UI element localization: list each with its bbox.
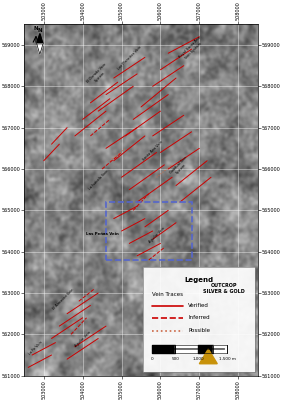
Polygon shape <box>37 34 43 44</box>
Text: Las Peñas Vein: Las Peñas Vein <box>86 232 118 236</box>
Text: El Almacen Vein: El Almacen Vein <box>52 288 75 310</box>
Text: Royal Santa Ana
Vein System: Royal Santa Ana Vein System <box>178 36 205 62</box>
Text: Aguilar Vein: Aguilar Vein <box>148 227 166 244</box>
Text: Aguilar Vein: Aguilar Vein <box>74 330 92 348</box>
Text: Santa Ana Vein: Santa Ana Vein <box>142 140 164 162</box>
Text: La Fe Vein: La Fe Vein <box>28 341 44 356</box>
Text: La Isabela Vein: La Isabela Vein <box>87 169 109 191</box>
Bar <box>106 202 191 260</box>
Polygon shape <box>37 44 43 54</box>
Text: N: N <box>38 28 42 32</box>
Text: Los Plancitos Vein: Los Plancitos Vein <box>116 45 142 71</box>
Text: El Dorado Vein
System: El Dorado Vein System <box>86 63 111 87</box>
Text: Guadual Vein
System: Guadual Vein System <box>169 156 191 178</box>
Text: N: N <box>34 26 38 30</box>
